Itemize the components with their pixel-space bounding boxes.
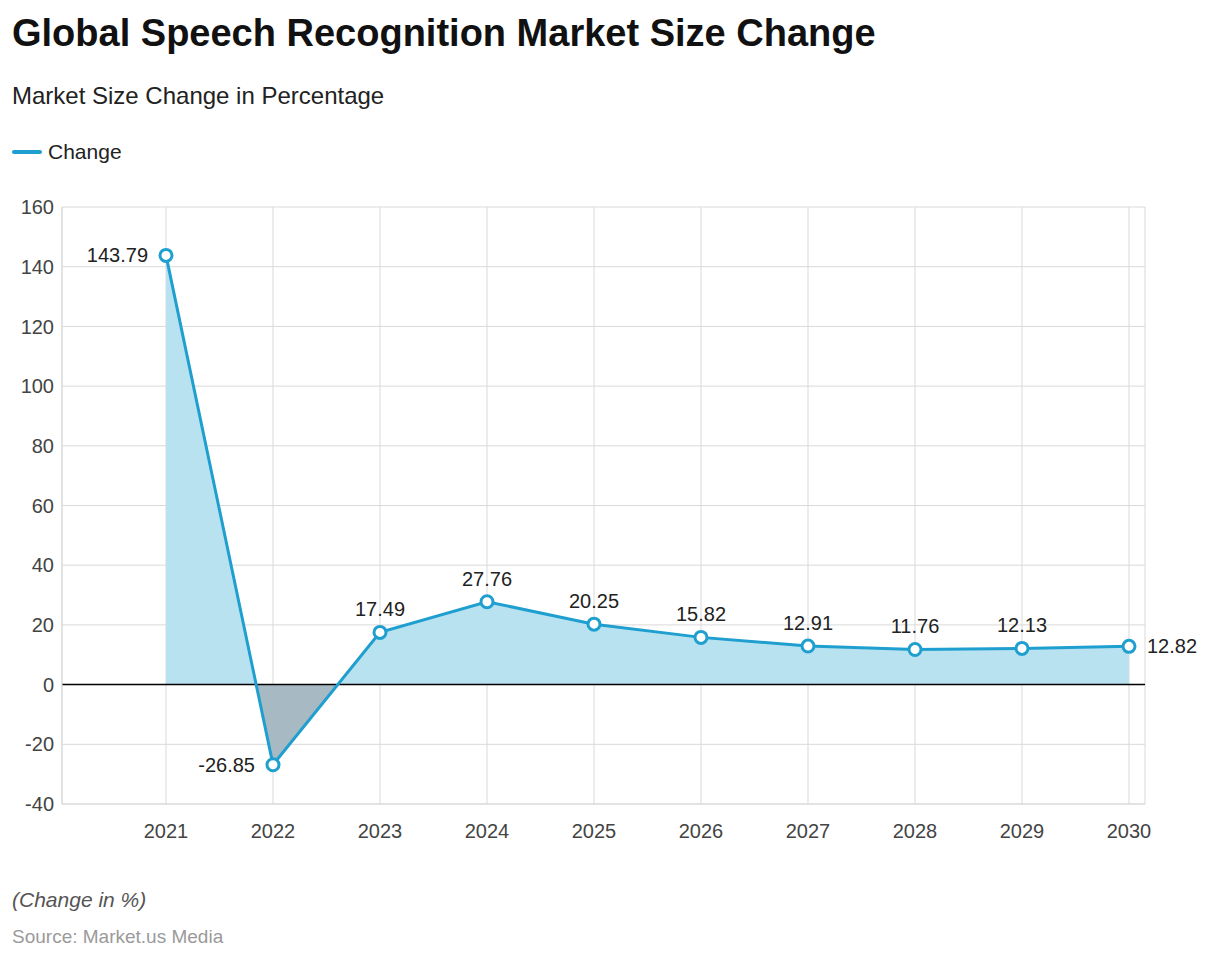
- svg-text:160: 160: [21, 196, 54, 218]
- svg-text:12.82: 12.82: [1147, 635, 1197, 657]
- svg-text:17.49: 17.49: [355, 598, 405, 620]
- svg-text:2027: 2027: [786, 820, 831, 842]
- svg-text:143.79: 143.79: [87, 244, 148, 266]
- svg-text:140: 140: [21, 256, 54, 278]
- svg-text:2022: 2022: [251, 820, 296, 842]
- svg-text:2021: 2021: [144, 820, 189, 842]
- svg-text:2023: 2023: [358, 820, 403, 842]
- svg-text:-26.85: -26.85: [198, 754, 255, 776]
- svg-text:27.76: 27.76: [462, 568, 512, 590]
- svg-text:12.91: 12.91: [783, 612, 833, 634]
- svg-text:60: 60: [32, 495, 54, 517]
- svg-text:2024: 2024: [465, 820, 510, 842]
- svg-text:0: 0: [43, 674, 54, 696]
- html-text:(Change in %): (Change in %): [12, 888, 147, 911]
- svg-text:100: 100: [21, 375, 54, 397]
- svg-text:15.82: 15.82: [676, 603, 726, 625]
- svg-text:20.25: 20.25: [569, 590, 619, 612]
- html-text:Market Size Change in Percenta: Market Size Change in Percentage: [12, 82, 385, 109]
- svg-text:12.13: 12.13: [997, 614, 1047, 636]
- svg-text:2030: 2030: [1107, 820, 1152, 842]
- svg-text:2028: 2028: [893, 820, 938, 842]
- svg-text:2026: 2026: [679, 820, 724, 842]
- svg-text:-40: -40: [25, 793, 54, 815]
- svg-text:2029: 2029: [1000, 820, 1045, 842]
- svg-text:80: 80: [32, 435, 54, 457]
- svg-text:-20: -20: [25, 733, 54, 755]
- html-text:Source: Market.us Media: Source: Market.us Media: [12, 926, 224, 947]
- svg-text:20: 20: [32, 614, 54, 636]
- svg-text:11.76: 11.76: [891, 615, 940, 637]
- html-text:Global Speech Recognition Mark: Global Speech Recognition Market Size Ch…: [12, 12, 876, 54]
- svg-text:40: 40: [32, 554, 54, 576]
- svg-text:120: 120: [21, 316, 54, 338]
- svg-text:2025: 2025: [572, 820, 617, 842]
- html-text:Change: Change: [48, 140, 122, 163]
